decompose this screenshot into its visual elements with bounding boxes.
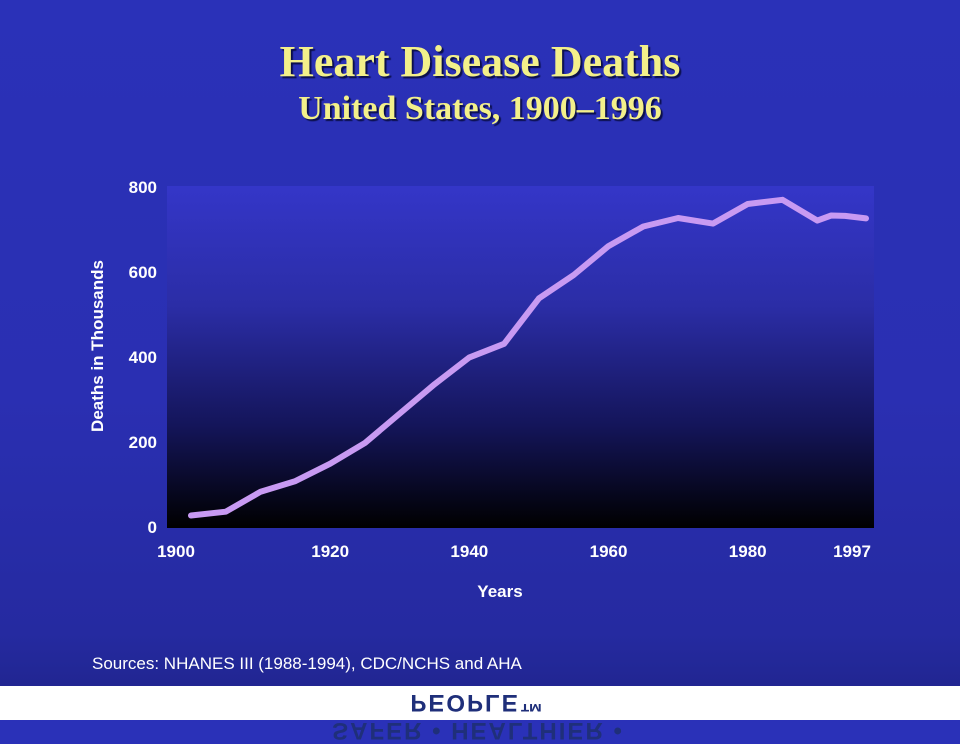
y-tick-label: 400 bbox=[129, 348, 157, 367]
x-tick-label: 1997 bbox=[833, 542, 871, 561]
x-tick-label: 1980 bbox=[729, 542, 767, 561]
chart-subtitle: United States, 1900–1996 bbox=[298, 90, 662, 127]
chart-title: Heart Disease Deaths bbox=[279, 37, 681, 86]
plot-area bbox=[167, 186, 874, 528]
y-tick-label: 600 bbox=[129, 263, 157, 282]
footer-bar: SAFER • HEALTHIER • PEOPLE™ bbox=[0, 686, 960, 744]
x-tick-label: 1960 bbox=[590, 542, 628, 561]
y-tick-label: 800 bbox=[129, 178, 157, 197]
line-chart: 0 200 400 600 800 1900 1920 1940 1960 1980 1997 D… bbox=[88, 178, 874, 601]
footer-logo: SAFER • HEALTHIER • PEOPLE™ bbox=[332, 689, 624, 744]
y-tick-label: 200 bbox=[129, 433, 157, 452]
series-line bbox=[188, 196, 869, 519]
y-tick-label: 0 bbox=[148, 518, 157, 537]
y-axis-label: Deaths in Thousands bbox=[88, 260, 107, 432]
x-tick-label: 1900 bbox=[157, 542, 195, 561]
x-axis-label: Years bbox=[477, 582, 522, 601]
x-tick-label: 1940 bbox=[450, 542, 488, 561]
x-tick-label: 1920 bbox=[311, 542, 349, 561]
sources-note: Sources: NHANES III (1988-1994), CDC/NCH… bbox=[92, 654, 522, 673]
